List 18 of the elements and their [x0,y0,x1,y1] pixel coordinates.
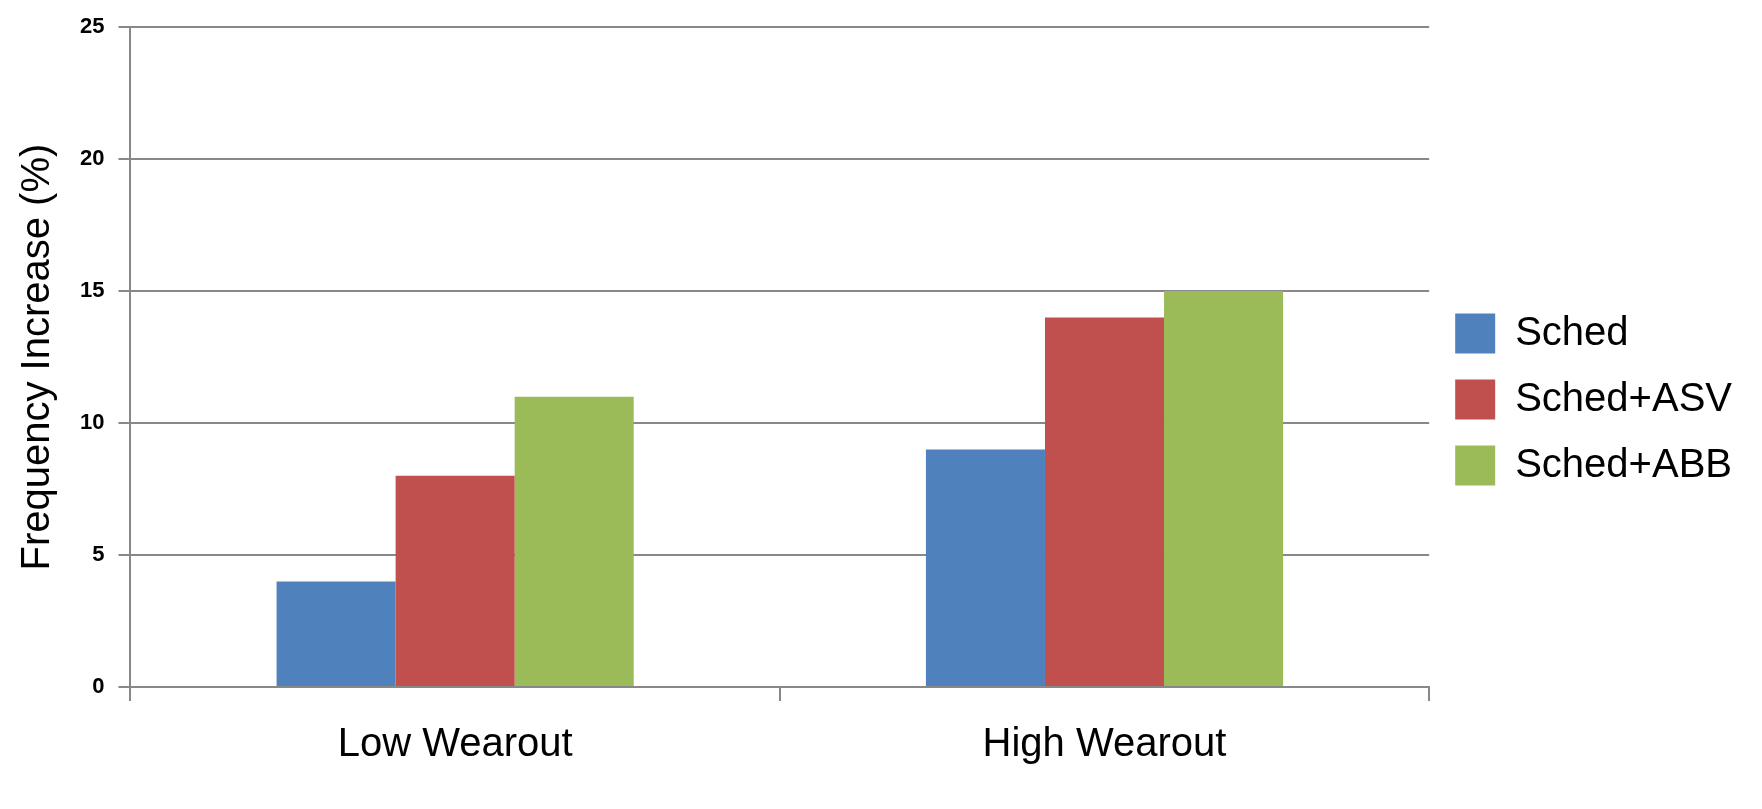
x-tick-label: High Wearout [982,720,1227,765]
x-tick-label: Low Wearout [337,720,573,765]
y-tick-label: 5 [92,541,105,567]
y-tick-label: 15 [79,277,105,303]
bar [1044,317,1165,686]
y-tick-label: 10 [79,409,105,435]
legend-label: Sched [1515,308,1629,353]
y-tick-label: 0 [92,673,105,699]
bar [276,581,396,686]
bar [1164,291,1284,686]
y-axis-title: Frequency Increase (%) [13,143,58,571]
bar [395,475,515,686]
bar [514,396,634,686]
bar [925,449,1045,686]
legend-label: Sched+ABB [1515,440,1733,485]
y-tick-label: 20 [79,145,105,171]
legend-label: Sched+ASV [1515,374,1733,419]
y-tick-label: 25 [79,13,105,39]
